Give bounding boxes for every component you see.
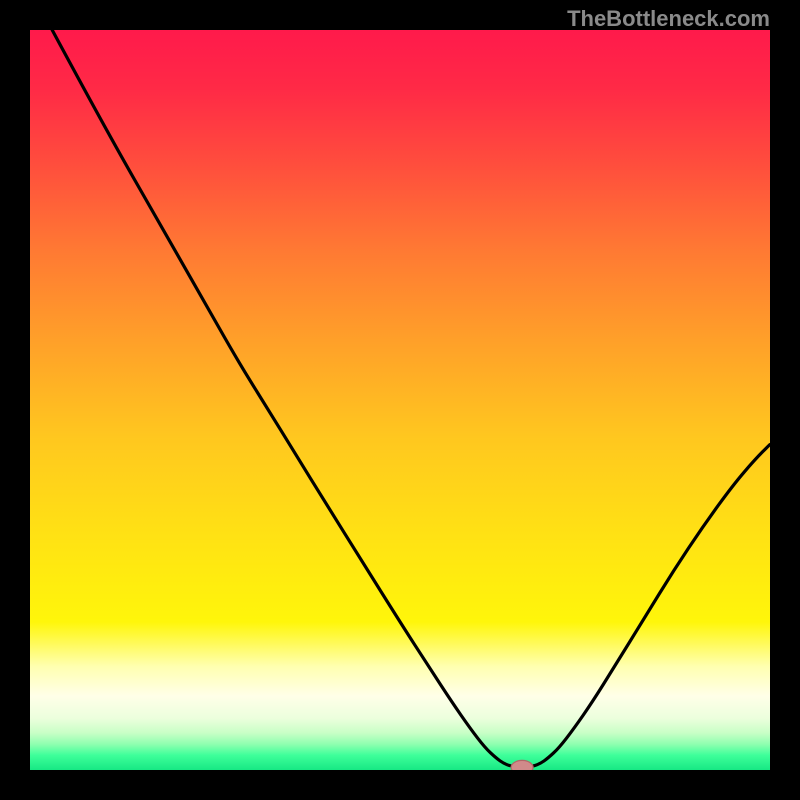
chart-container: TheBottleneck.com [0,0,800,800]
watermark-text: TheBottleneck.com [567,6,770,32]
plot-area [30,30,770,770]
plot-svg [30,30,770,770]
gradient-background [30,30,770,770]
optimum-marker [511,760,533,770]
